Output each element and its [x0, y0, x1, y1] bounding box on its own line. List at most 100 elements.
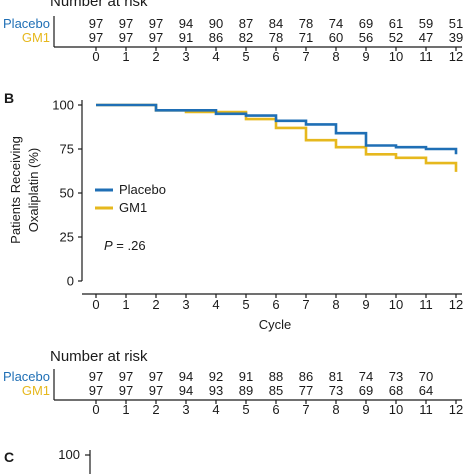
risk-bottom-value: 91 [239, 369, 253, 384]
x-tick-label: 8 [332, 297, 339, 312]
risk-top-value: 52 [389, 30, 403, 45]
risk-top-value: 97 [89, 30, 103, 45]
risk-top-value: 78 [269, 30, 283, 45]
risk-bottom-value: 73 [329, 383, 343, 398]
panel-c-label: C [4, 449, 14, 465]
risk-bottom-value: 69 [359, 383, 373, 398]
risk-top-tick-label: 2 [152, 49, 159, 64]
risk-top-value: 97 [149, 30, 163, 45]
y-tick-label: 100 [52, 98, 74, 113]
risk-bottom-value: 73 [389, 369, 403, 384]
risk-bottom-value: 85 [269, 383, 283, 398]
risk-top-value: 56 [359, 30, 373, 45]
risk-top-value: 61 [389, 16, 403, 31]
x-tick-label: 5 [242, 297, 249, 312]
risk-top-value: 60 [329, 30, 343, 45]
risk-bottom-value: 77 [299, 383, 313, 398]
risk-top-tick-label: 5 [242, 49, 249, 64]
risk-bottom-tick-label: 12 [449, 402, 463, 417]
risk-bottom-value: 81 [329, 369, 343, 384]
x-tick-label: 7 [302, 297, 309, 312]
x-tick-label: 3 [182, 297, 189, 312]
risk-top-value: 47 [419, 30, 433, 45]
risk-bottom-tick-label: 4 [212, 402, 219, 417]
risk-top-tick-label: 10 [389, 49, 403, 64]
risk-bottom-value: 97 [89, 369, 103, 384]
risk-bottom-tick-label: 10 [389, 402, 403, 417]
risk-bottom-value: 64 [419, 383, 433, 398]
risk-top-tick-label: 9 [362, 49, 369, 64]
p-value-annotation: P = .26 [104, 238, 146, 253]
risk-top-value: 84 [269, 16, 283, 31]
risk-bottom-value: 93 [209, 383, 223, 398]
x-tick-label: 10 [389, 297, 403, 312]
risk-bottom-tick-label: 11 [419, 402, 433, 417]
x-axis-title: Cycle [259, 317, 292, 332]
x-tick-label: 9 [362, 297, 369, 312]
risk-bottom-value: 94 [179, 383, 193, 398]
x-tick-label: 12 [449, 297, 463, 312]
risk-top-tick-label: 7 [302, 49, 309, 64]
y-tick-label: 0 [67, 274, 74, 289]
risk-top-value: 91 [179, 30, 193, 45]
risk-top-value: 97 [119, 30, 133, 45]
risk-top-value: 86 [209, 30, 223, 45]
x-tick-label: 1 [122, 297, 129, 312]
risk-bottom-tick-label: 3 [182, 402, 189, 417]
y-axis-title-line2: Oxaliplatin (%) [26, 148, 41, 233]
risk-top-value: 59 [419, 16, 433, 31]
risk-bottom-tick-label: 0 [92, 402, 99, 417]
risk-top-value: 97 [89, 16, 103, 31]
risk-bottom-tick-label: 5 [242, 402, 249, 417]
x-tick-label: 6 [272, 297, 279, 312]
risk-top-row-label-gm1: GM1 [22, 30, 50, 45]
y-axis-title-line1: Patients Receiving [8, 136, 23, 244]
risk-bottom-value: 68 [389, 383, 403, 398]
risk-bottom-tick-label: 6 [272, 402, 279, 417]
y-tick-label: 50 [60, 186, 74, 201]
panel-b-label: B [4, 90, 14, 106]
legend-label-placebo: Placebo [119, 182, 166, 197]
risk-bottom-value: 92 [209, 369, 223, 384]
x-tick-label: 11 [419, 297, 433, 312]
risk-top-value: 51 [449, 16, 463, 31]
risk-top-tick-label: 11 [419, 49, 433, 64]
panel-c-y-tick-label: 100 [58, 447, 80, 462]
risk-bottom-value: 74 [359, 369, 373, 384]
risk-bottom-tick-label: 9 [362, 402, 369, 417]
risk-bottom-value: 86 [299, 369, 313, 384]
risk-top-value: 69 [359, 16, 373, 31]
series-line-placebo [96, 103, 458, 155]
risk-top-tick-label: 1 [122, 49, 129, 64]
risk-top-row-label-placebo: Placebo [3, 16, 50, 31]
risk-bottom-value: 97 [89, 383, 103, 398]
risk-top-tick-label: 4 [212, 49, 219, 64]
risk-top-value: 87 [239, 16, 253, 31]
risk-bottom-tick-label: 1 [122, 402, 129, 417]
risk-bottom-value: 97 [149, 369, 163, 384]
risk-bottom-tick-label: 2 [152, 402, 159, 417]
risk-bottom-row-label-gm1: GM1 [22, 383, 50, 398]
risk-top-value: 71 [299, 30, 313, 45]
risk-bottom-tick-label: 7 [302, 402, 309, 417]
risk-top-tick-label: 12 [449, 49, 463, 64]
y-tick-label: 75 [60, 142, 74, 157]
risk-top-tick-label: 6 [272, 49, 279, 64]
risk-top-value: 74 [329, 16, 343, 31]
risk-bottom-value: 89 [239, 383, 253, 398]
risk-bottom-title: Number at risk [50, 348, 148, 365]
risk-top-value: 97 [119, 16, 133, 31]
risk-top-tick-label: 0 [92, 49, 99, 64]
x-tick-label: 2 [152, 297, 159, 312]
risk-bottom-value: 97 [149, 383, 163, 398]
risk-top-tick-label: 8 [332, 49, 339, 64]
risk-top-tick-label: 3 [182, 49, 189, 64]
risk-top-value: 90 [209, 16, 223, 31]
risk-bottom-value: 88 [269, 369, 283, 384]
risk-bottom-tick-label: 8 [332, 402, 339, 417]
risk-top-value: 94 [179, 16, 193, 31]
risk-top-value: 39 [449, 30, 463, 45]
legend-label-gm1: GM1 [119, 200, 147, 215]
